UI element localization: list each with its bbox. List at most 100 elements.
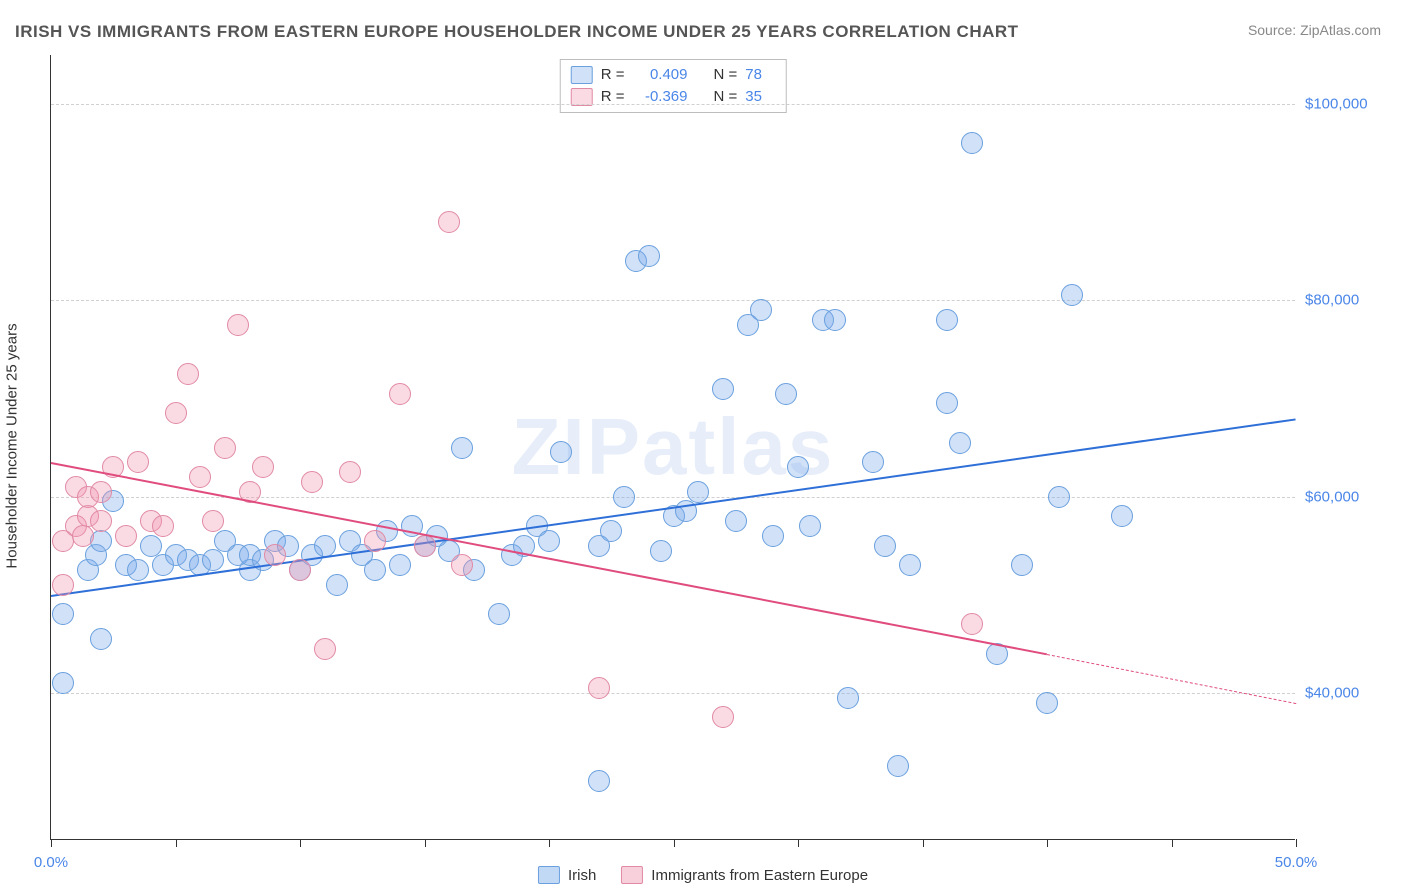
stat-n-value: 78 [745, 64, 775, 86]
trend-line-extrapolated [1047, 654, 1296, 704]
data-point [762, 525, 784, 547]
data-point [1036, 692, 1058, 714]
x-tick [798, 839, 799, 847]
data-point [725, 510, 747, 532]
data-point [775, 383, 797, 405]
data-point [202, 510, 224, 532]
data-point [650, 540, 672, 562]
trend-line [51, 418, 1296, 597]
data-point [538, 530, 560, 552]
data-point [140, 535, 162, 557]
data-point [90, 481, 112, 503]
data-point [799, 515, 821, 537]
data-point [936, 309, 958, 331]
data-point [364, 559, 386, 581]
data-point [389, 383, 411, 405]
data-point [824, 309, 846, 331]
data-point [438, 211, 460, 233]
x-tick [176, 839, 177, 847]
data-point [600, 520, 622, 542]
x-tick-label: 0.0% [34, 854, 68, 871]
legend-swatch [621, 866, 643, 884]
data-point [1048, 486, 1070, 508]
data-point [264, 544, 286, 566]
data-point [588, 770, 610, 792]
data-point [177, 363, 199, 385]
data-point [52, 574, 74, 596]
data-point [887, 755, 909, 777]
gridline-horizontal [51, 104, 1295, 105]
data-point [314, 638, 336, 660]
data-point [1111, 505, 1133, 527]
legend-swatch [571, 66, 593, 84]
source-attribution: Source: ZipAtlas.com [1248, 22, 1381, 38]
data-point [189, 466, 211, 488]
legend-item: Irish [538, 866, 596, 884]
x-tick [51, 839, 52, 847]
source-label: Source: [1248, 22, 1296, 38]
gridline-horizontal [51, 300, 1295, 301]
y-tick-label: $60,000 [1305, 488, 1385, 505]
data-point [451, 554, 473, 576]
data-point [214, 437, 236, 459]
data-point [588, 677, 610, 699]
data-point [899, 554, 921, 576]
data-point [613, 486, 635, 508]
data-point [326, 574, 348, 596]
data-point [289, 559, 311, 581]
data-point [451, 437, 473, 459]
data-point [389, 554, 411, 576]
x-tick [1047, 839, 1048, 847]
x-tick [674, 839, 675, 847]
x-tick [1296, 839, 1297, 847]
x-tick [1172, 839, 1173, 847]
data-point [90, 628, 112, 650]
data-point [712, 706, 734, 728]
data-point [750, 299, 772, 321]
data-point [127, 451, 149, 473]
data-point [638, 245, 660, 267]
data-point [252, 456, 274, 478]
data-point [787, 456, 809, 478]
data-point [837, 687, 859, 709]
data-point [961, 613, 983, 635]
data-point [227, 314, 249, 336]
data-point [152, 515, 174, 537]
data-point [314, 535, 336, 557]
legend-label: Irish [568, 867, 596, 884]
y-axis-label: Householder Income Under 25 years [4, 323, 21, 568]
data-point [52, 603, 74, 625]
stat-r-value: 0.409 [633, 64, 688, 86]
legend-label: Immigrants from Eastern Europe [651, 867, 868, 884]
data-point [90, 510, 112, 532]
data-point [414, 535, 436, 557]
chart-title: IRISH VS IMMIGRANTS FROM EASTERN EUROPE … [15, 22, 1019, 42]
data-point [1011, 554, 1033, 576]
x-tick [549, 839, 550, 847]
data-point [339, 461, 361, 483]
x-tick-label: 50.0% [1275, 854, 1318, 871]
data-point [874, 535, 896, 557]
data-point [364, 530, 386, 552]
data-point [165, 402, 187, 424]
y-tick-label: $40,000 [1305, 684, 1385, 701]
y-tick-label: $100,000 [1305, 96, 1385, 113]
source-value: ZipAtlas.com [1300, 22, 1381, 38]
data-point [202, 549, 224, 571]
x-tick [425, 839, 426, 847]
data-point [712, 378, 734, 400]
data-point [115, 525, 137, 547]
series-legend: Irish Immigrants from Eastern Europe [538, 866, 868, 884]
data-point [1061, 284, 1083, 306]
x-tick [300, 839, 301, 847]
data-point [936, 392, 958, 414]
gridline-horizontal [51, 693, 1295, 694]
x-tick [923, 839, 924, 847]
scatter-plot-area: ZIPatlas R =0.409N =78R =-0.369N =35 $40… [50, 55, 1295, 840]
legend-item: Immigrants from Eastern Europe [621, 866, 868, 884]
data-point [127, 559, 149, 581]
data-point [949, 432, 971, 454]
y-tick-label: $80,000 [1305, 292, 1385, 309]
data-point [301, 471, 323, 493]
data-point [961, 132, 983, 154]
